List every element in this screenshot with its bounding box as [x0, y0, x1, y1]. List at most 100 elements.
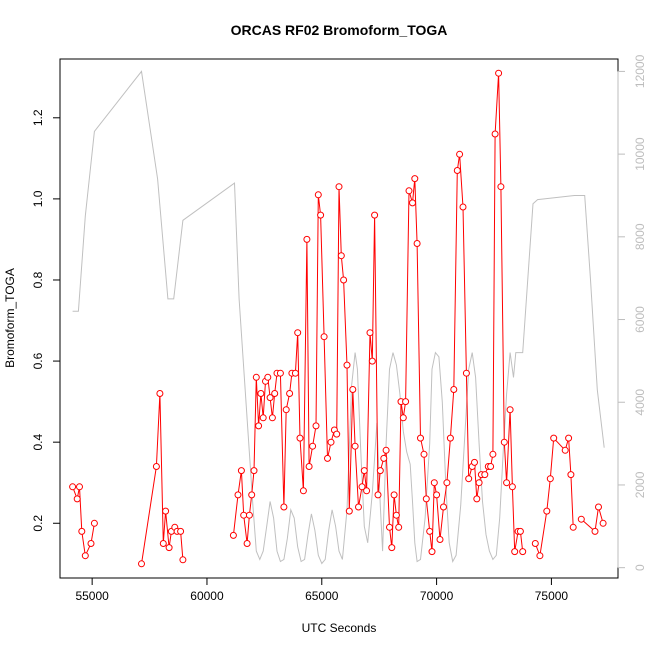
bromoform-point — [320, 333, 328, 341]
bromoform-point — [90, 519, 98, 527]
bromoform-point — [465, 475, 473, 483]
bromoform-point — [248, 491, 256, 499]
x-axis: 55000 60000 65000 70000 75000 — [75, 577, 568, 603]
bromoform-point — [291, 369, 299, 377]
bromoform-point — [309, 442, 317, 450]
bromoform-point — [280, 503, 288, 511]
bromoform-point — [405, 187, 413, 195]
bromoform-point — [363, 487, 371, 495]
bromoform-point — [294, 329, 302, 337]
bromoform-point — [271, 390, 279, 397]
bromoform-point — [495, 69, 503, 77]
y2-tick-label: 2000 — [633, 471, 647, 498]
bromoform-point — [591, 527, 599, 535]
bromoform-point — [411, 175, 419, 183]
bromoform-point — [561, 446, 569, 454]
bromoform-point — [234, 491, 242, 499]
y-tick-label: 0.8 — [31, 271, 45, 288]
bromoform-point — [519, 548, 527, 556]
bromoform-point — [317, 211, 325, 219]
y-axis-label: Bromoform_TOGA — [3, 268, 17, 368]
bromoform-point — [550, 434, 558, 442]
bromoform-point — [177, 527, 185, 535]
y2-tick-label: 12000 — [633, 54, 647, 88]
bromoform-point — [266, 394, 274, 402]
bromoform-point — [340, 276, 348, 284]
y-axis-right: 0 2000 4000 6000 8000 10000 12000 — [617, 54, 647, 571]
bromoform-point — [536, 552, 544, 560]
bromoform-point — [546, 475, 554, 483]
bromoform-point — [503, 479, 511, 487]
bromoform-point — [366, 329, 374, 337]
bromoform-point — [78, 527, 86, 535]
bromoform-point — [595, 503, 602, 511]
altitude-series — [72, 70, 605, 565]
y-tick-label: 0.4 — [31, 434, 45, 451]
bromoform-point — [531, 540, 539, 547]
y2-tick-label: 8000 — [633, 223, 647, 250]
chart-title: ORCAS RF02 Bromoform_TOGA — [231, 22, 448, 38]
bromoform-point — [282, 406, 290, 414]
bromoform-point — [475, 479, 483, 487]
bromoform-point — [500, 438, 508, 446]
bromoform-point — [577, 515, 585, 523]
bromoform-point — [312, 422, 320, 430]
x-axis-label: UTC Seconds — [302, 621, 377, 635]
bromoform-point — [376, 467, 384, 475]
bromoform-point — [417, 434, 424, 442]
x-tick-label: 65000 — [305, 589, 339, 603]
y2-tick-label: 0 — [633, 564, 647, 571]
bromoform-point — [402, 398, 410, 406]
bromoform-point — [543, 507, 551, 515]
bromoform-point — [255, 422, 263, 430]
bromoform-point — [305, 463, 313, 470]
bromoform-point — [327, 438, 335, 446]
bromoform-point — [314, 191, 322, 199]
bromoform-point — [299, 487, 307, 495]
bromoform-point — [390, 491, 398, 499]
bromoform-point — [506, 406, 514, 414]
bromoform-point — [355, 503, 362, 511]
bromoform-point — [440, 503, 447, 511]
bromoform-point — [87, 540, 95, 547]
altitude-line — [72, 70, 605, 565]
bromoform-point — [511, 548, 519, 556]
bromoform-point — [491, 130, 499, 138]
bromoform-point — [508, 483, 516, 491]
bromoform-point — [276, 369, 284, 377]
bromoform-point — [138, 560, 145, 568]
bromoform-point — [462, 369, 470, 377]
bromoform-point — [237, 467, 245, 475]
bromoform-line-segment — [580, 506, 604, 533]
bromoform-point — [152, 463, 160, 470]
bromoform-point — [459, 203, 467, 211]
bromoform-point — [497, 183, 505, 191]
bromoform-point — [395, 523, 403, 531]
y-tick-label: 0.6 — [31, 352, 45, 369]
bromoform-point — [324, 454, 331, 462]
bromoform-point — [409, 199, 416, 207]
bromoform-point — [413, 240, 421, 247]
bromoform-point — [360, 467, 368, 475]
bromoform-point — [422, 495, 430, 503]
bromoform-point — [179, 556, 187, 564]
bromoform-point — [456, 150, 464, 158]
bromoform-point — [335, 183, 343, 191]
y2-tick-label: 10000 — [633, 137, 647, 171]
bromoform-point — [599, 519, 607, 527]
bromoform-point — [371, 211, 379, 219]
bromoform-point — [374, 491, 382, 499]
y2-tick-label: 4000 — [633, 389, 647, 416]
bromoform-point — [443, 479, 451, 487]
y-tick-label: 1.2 — [31, 109, 45, 126]
bromoform-point — [73, 495, 81, 503]
bromoform-point — [450, 386, 458, 393]
bromoform-point — [481, 471, 489, 479]
y-axis-left: 0.2 0.4 0.6 0.8 1.0 1.2 — [31, 109, 61, 532]
bromoform-point — [156, 390, 164, 397]
bromoform-point — [382, 446, 390, 454]
bromoform-point — [165, 544, 173, 552]
bromoform-point — [516, 527, 524, 535]
bromoform-point — [380, 454, 388, 462]
bromoform-point — [368, 357, 376, 365]
